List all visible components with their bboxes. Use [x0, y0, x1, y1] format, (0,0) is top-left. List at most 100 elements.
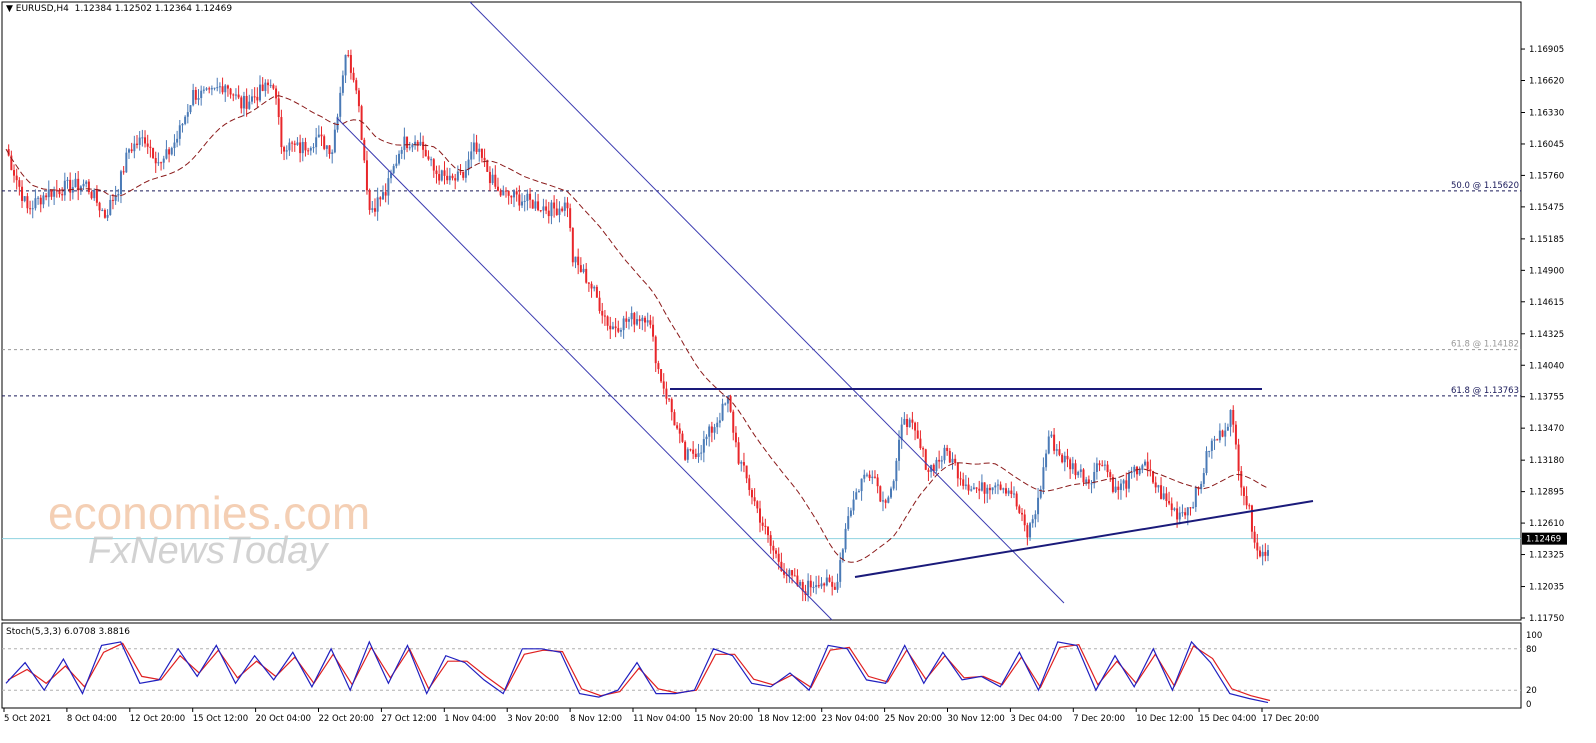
candle-body: [670, 399, 673, 413]
candle-body: [435, 170, 438, 175]
candle-body: [956, 463, 959, 479]
candle-body: [438, 174, 441, 181]
candle-body: [569, 208, 572, 228]
candle-body: [1061, 454, 1064, 463]
candle-body: [983, 482, 986, 494]
candle-body: [1154, 482, 1157, 488]
x-tick-label: 25 Nov 20:00: [885, 714, 942, 724]
candle-body: [240, 97, 243, 109]
candle-body: [713, 427, 716, 433]
candle-body: [1178, 512, 1181, 520]
candle-body: [291, 142, 294, 144]
candle-body: [451, 175, 454, 179]
candle-body: [365, 160, 368, 191]
candle-body: [499, 190, 502, 196]
candle-body: [280, 117, 283, 148]
candle-body: [1101, 465, 1104, 467]
candle-body: [1248, 505, 1251, 507]
candle-body: [1221, 430, 1224, 437]
candle-body: [496, 186, 499, 191]
candle-body: [267, 82, 270, 86]
candle-body: [943, 447, 946, 461]
candle-body: [119, 171, 122, 195]
candle-body: [18, 180, 21, 187]
candle-body: [432, 159, 435, 171]
candle-body: [168, 149, 171, 155]
support-trendline: [854, 500, 1314, 578]
candle-body: [178, 125, 181, 139]
candle-body: [1077, 471, 1080, 476]
stoch-axis-label: 80: [1526, 645, 1537, 655]
candle-body: [146, 143, 149, 147]
candle-body: [1037, 497, 1040, 515]
candle-body: [170, 148, 173, 155]
candle-body: [1119, 483, 1122, 490]
candle-body: [716, 422, 719, 428]
candle-body: [1002, 488, 1005, 490]
candle-body: [446, 175, 449, 181]
candle-body: [160, 162, 163, 164]
candle-body: [242, 95, 245, 109]
chart-header: ▼ EURUSD,H4 1.12384 1.12502 1.12364 1.12…: [6, 4, 232, 14]
candle-body: [1069, 459, 1072, 470]
candle-body: [1160, 485, 1163, 499]
candle-body: [26, 196, 29, 209]
candle-body: [1176, 508, 1179, 520]
candle-body: [775, 550, 778, 554]
candle-body: [684, 441, 687, 460]
candle-body: [582, 268, 585, 272]
candle-body: [1066, 455, 1069, 460]
candle-body: [724, 403, 727, 405]
candle-body: [585, 268, 588, 283]
candle-body: [954, 458, 957, 464]
x-tick-label: 7 Dec 20:00: [1073, 714, 1125, 724]
candle-body: [283, 147, 286, 152]
candle-body: [47, 189, 50, 198]
candle-body: [587, 282, 590, 284]
time-axis: 5 Oct 2021 8 Oct 04:00 12 Oct 20:00 15 Oct …: [3, 708, 1319, 724]
y-tick-label: 1.11750: [1529, 614, 1564, 624]
candle-body: [216, 87, 219, 89]
candle-body: [264, 82, 267, 91]
candle-body: [555, 208, 558, 215]
candle-body: [197, 98, 200, 100]
candle-body: [293, 143, 296, 145]
candle-body: [141, 137, 144, 139]
candle-body: [10, 155, 13, 171]
x-tick-label: 8 Nov 12:00: [570, 714, 622, 724]
candle-body: [964, 484, 967, 486]
candle-body: [994, 485, 997, 488]
candle-body: [74, 178, 77, 188]
candle-body: [154, 158, 157, 164]
x-tick-label: 17 Dec 20:00: [1262, 714, 1319, 724]
candle-body: [114, 195, 117, 201]
candle-body: [614, 326, 617, 329]
candle-body: [34, 198, 37, 209]
candle-body: [406, 136, 409, 149]
candle-body: [1202, 473, 1205, 484]
candle-body: [777, 553, 780, 562]
candle-body: [29, 208, 32, 210]
candle-body: [1047, 436, 1050, 454]
candle-body: [898, 439, 901, 461]
candle-body: [125, 152, 128, 173]
candle-body: [879, 486, 882, 502]
fib-label: 50.0 @ 1.15620: [1451, 181, 1519, 191]
candle-body: [1186, 507, 1189, 516]
candle-body: [347, 54, 350, 56]
candle-body: [398, 153, 401, 164]
candle-body: [513, 191, 516, 198]
candle-body: [1237, 444, 1240, 472]
fib-label: 61.8 @ 1.14182: [1451, 340, 1519, 350]
candle-body: [63, 180, 66, 196]
candle-body: [537, 201, 540, 211]
candle-body: [948, 450, 951, 463]
y-tick-label: 1.16045: [1529, 140, 1564, 150]
candle-body: [430, 159, 433, 161]
candle-body: [975, 487, 978, 489]
candle-body: [352, 72, 355, 81]
candle-body: [462, 171, 465, 178]
candle-body: [857, 491, 860, 493]
candle-body: [906, 418, 909, 428]
